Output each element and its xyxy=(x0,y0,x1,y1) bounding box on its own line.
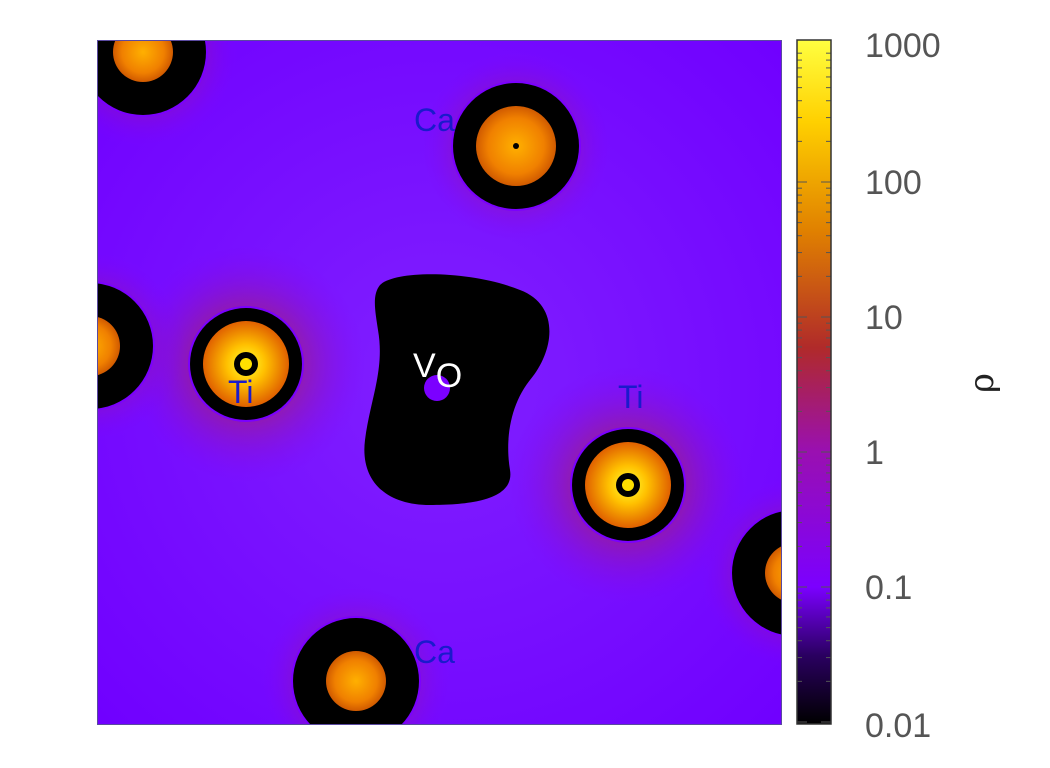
site-label-ca-bottom: Ca xyxy=(414,634,455,670)
colorbar-tick-labels: 0.01 0.1 1 10 100 1000 xyxy=(865,27,941,745)
colorbar-tick-label: 100 xyxy=(865,164,922,202)
colorbar: 0.01 0.1 1 10 100 1000 ρ xyxy=(796,27,1002,745)
colorbar-tick-label: 0.01 xyxy=(865,707,931,745)
site-labels: Ca Ca Ti Ti VO xyxy=(228,102,643,670)
colorbar-tick-label: 10 xyxy=(865,299,903,337)
site-label-ti-right: Ti xyxy=(618,379,643,415)
site-nucleus-ti-left xyxy=(240,358,252,370)
site-glow-edge-right xyxy=(700,478,782,668)
site-label-ca-top: Ca xyxy=(414,102,455,138)
site-glow-edge-left xyxy=(97,251,185,441)
site-label-ti-left: Ti xyxy=(228,374,253,410)
colorbar-tick-label: 1 xyxy=(865,434,884,472)
vacancy-label: VO xyxy=(413,347,462,395)
site-core-edge-right xyxy=(765,545,782,601)
colorbar-minor-ticks xyxy=(797,52,831,723)
site-nucleus-ti-right xyxy=(622,479,634,491)
site-shell-edge-left xyxy=(97,283,153,409)
atom-sites-layer xyxy=(97,40,782,725)
site-nucleus-ca-top xyxy=(513,143,519,149)
colorbar-tick-label: 0.1 xyxy=(865,569,912,607)
colorbar-tick-label: 1000 xyxy=(865,27,941,65)
vacancy-label-main: V xyxy=(413,347,436,385)
site-core-ca-bottom xyxy=(326,651,386,711)
colorbar-title: ρ xyxy=(962,373,1002,393)
colorbar-frame xyxy=(796,39,832,725)
site-core-edge-left xyxy=(97,316,120,376)
site-shell-edge-right xyxy=(732,511,782,635)
site-core-edge-top-left xyxy=(113,40,173,82)
colorbar-gradient xyxy=(797,40,831,724)
vacancy-label-subscript: O xyxy=(436,357,462,395)
vacancy-center-marker xyxy=(424,375,450,401)
density-map xyxy=(97,40,782,725)
vacancy-depletion-region xyxy=(364,274,550,505)
